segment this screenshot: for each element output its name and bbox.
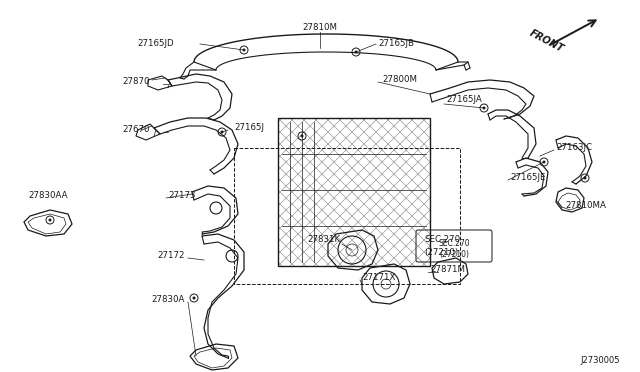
Circle shape <box>355 51 358 54</box>
Text: J2730005: J2730005 <box>580 356 620 365</box>
Circle shape <box>543 160 545 164</box>
Text: 27830A: 27830A <box>152 295 185 305</box>
Text: 27172: 27172 <box>157 250 185 260</box>
Text: FRONT: FRONT <box>528 28 566 54</box>
Text: 27173: 27173 <box>168 192 195 201</box>
Bar <box>278 118 430 266</box>
Text: 27810M: 27810M <box>303 23 337 32</box>
Text: (27210): (27210) <box>439 250 469 260</box>
Circle shape <box>483 106 486 109</box>
Text: 27165JA: 27165JA <box>446 96 482 105</box>
Text: 27810MA: 27810MA <box>565 202 606 211</box>
Text: 27165JE: 27165JE <box>510 173 545 183</box>
Circle shape <box>193 296 195 299</box>
Text: 27163JC: 27163JC <box>556 144 592 153</box>
Text: 27830AA: 27830AA <box>28 192 67 201</box>
Text: 27800M: 27800M <box>382 76 417 84</box>
Text: 27670: 27670 <box>122 125 150 135</box>
Text: SEC.270: SEC.270 <box>424 235 460 244</box>
Text: 27871M: 27871M <box>430 266 465 275</box>
Text: 27171X: 27171X <box>362 273 396 282</box>
Circle shape <box>301 135 303 138</box>
Circle shape <box>49 218 51 221</box>
Circle shape <box>584 176 586 180</box>
Text: 27165J: 27165J <box>234 124 264 132</box>
Text: SEC.270: SEC.270 <box>438 238 470 247</box>
Circle shape <box>221 131 223 134</box>
Text: 27870: 27870 <box>122 77 150 87</box>
Text: 27165JB: 27165JB <box>378 39 414 48</box>
Text: (27210): (27210) <box>424 247 458 257</box>
Text: 27831K: 27831K <box>307 235 340 244</box>
Circle shape <box>243 48 246 51</box>
Text: 27165JD: 27165JD <box>138 39 174 48</box>
Bar <box>234 148 460 284</box>
